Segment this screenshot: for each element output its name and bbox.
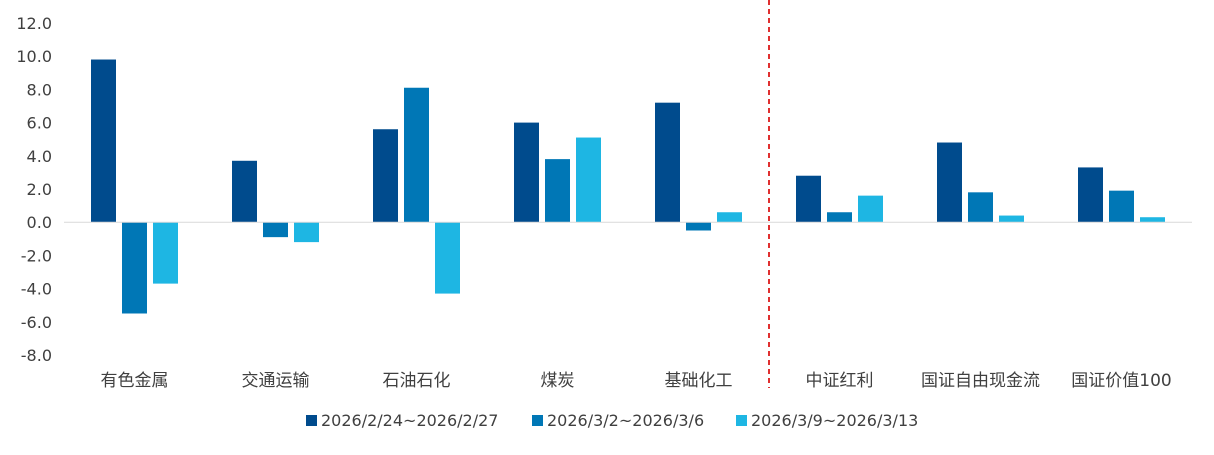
bar-5-0 xyxy=(796,175,821,223)
bars xyxy=(91,59,1165,314)
bar-6-1 xyxy=(968,192,993,223)
x-category-label: 基础化工 xyxy=(665,371,733,391)
y-tick-label: 0.0 xyxy=(27,213,52,232)
x-category-label: 国证自由现金流 xyxy=(921,371,1040,391)
x-category-label: 国证价值100 xyxy=(1071,371,1171,391)
bar-1-2 xyxy=(294,222,319,243)
y-tick-label: 8.0 xyxy=(27,80,52,99)
bar-0-0 xyxy=(91,59,116,223)
bar-0-1 xyxy=(122,222,147,314)
legend-label: 2026/2/24~2026/2/27 xyxy=(321,411,498,430)
x-category-label: 石油石化 xyxy=(383,371,451,391)
y-tick-label: -2.0 xyxy=(21,246,52,265)
bar-2-1 xyxy=(404,87,429,223)
y-tick-label: -8.0 xyxy=(21,346,52,365)
y-tick-label: 4.0 xyxy=(27,147,52,166)
y-axis-ticks: 12.0 10.0 8.0 6.0 4.0 2.0 0.0 -2.0 -4.0 -6.0 -8.0 xyxy=(16,14,52,365)
y-tick-label: 2.0 xyxy=(27,180,52,199)
x-category-label: 有色金属 xyxy=(101,371,169,391)
y-tick-label: 6.0 xyxy=(27,114,52,133)
x-category-label: 交通运输 xyxy=(242,371,310,391)
bar-7-0 xyxy=(1078,167,1103,223)
y-tick-label: 10.0 xyxy=(16,47,52,66)
y-tick-label: 12.0 xyxy=(16,14,52,33)
bar-1-1 xyxy=(263,222,288,238)
bar-2-0 xyxy=(373,129,398,223)
legend: 2026/2/24~2026/2/27 2026/3/2~2026/3/6 2026… xyxy=(306,411,918,430)
bar-4-1 xyxy=(686,222,711,231)
legend-swatch xyxy=(306,415,317,426)
x-axis-labels: 有色金属 交通运输 石油石化 煤炭 基础化工 中证红利 国证自由现金流 国证价值100 xyxy=(101,371,1172,391)
legend-label: 2026/3/2~2026/3/6 xyxy=(547,411,704,430)
bar-5-2 xyxy=(858,195,883,223)
y-tick-label: -6.0 xyxy=(21,313,52,332)
bar-5-1 xyxy=(827,212,852,223)
bar-1-0 xyxy=(232,160,257,223)
bar-6-0 xyxy=(937,142,962,223)
bar-4-2 xyxy=(717,212,742,223)
legend-swatch xyxy=(736,415,747,426)
bar-0-2 xyxy=(153,222,178,284)
bar-2-2 xyxy=(435,222,460,294)
bar-6-2 xyxy=(999,215,1024,223)
bar-7-2 xyxy=(1140,217,1165,223)
bar-3-0 xyxy=(514,122,539,223)
y-tick-label: -4.0 xyxy=(21,280,52,299)
x-category-label: 煤炭 xyxy=(541,371,575,391)
bar-4-0 xyxy=(655,102,680,223)
legend-label: 2026/3/9~2026/3/13 xyxy=(751,411,918,430)
bar-7-1 xyxy=(1109,190,1134,223)
bar-3-2 xyxy=(576,137,601,223)
bar-3-1 xyxy=(545,159,570,223)
x-category-label: 中证红利 xyxy=(806,371,874,391)
legend-swatch xyxy=(532,415,543,426)
